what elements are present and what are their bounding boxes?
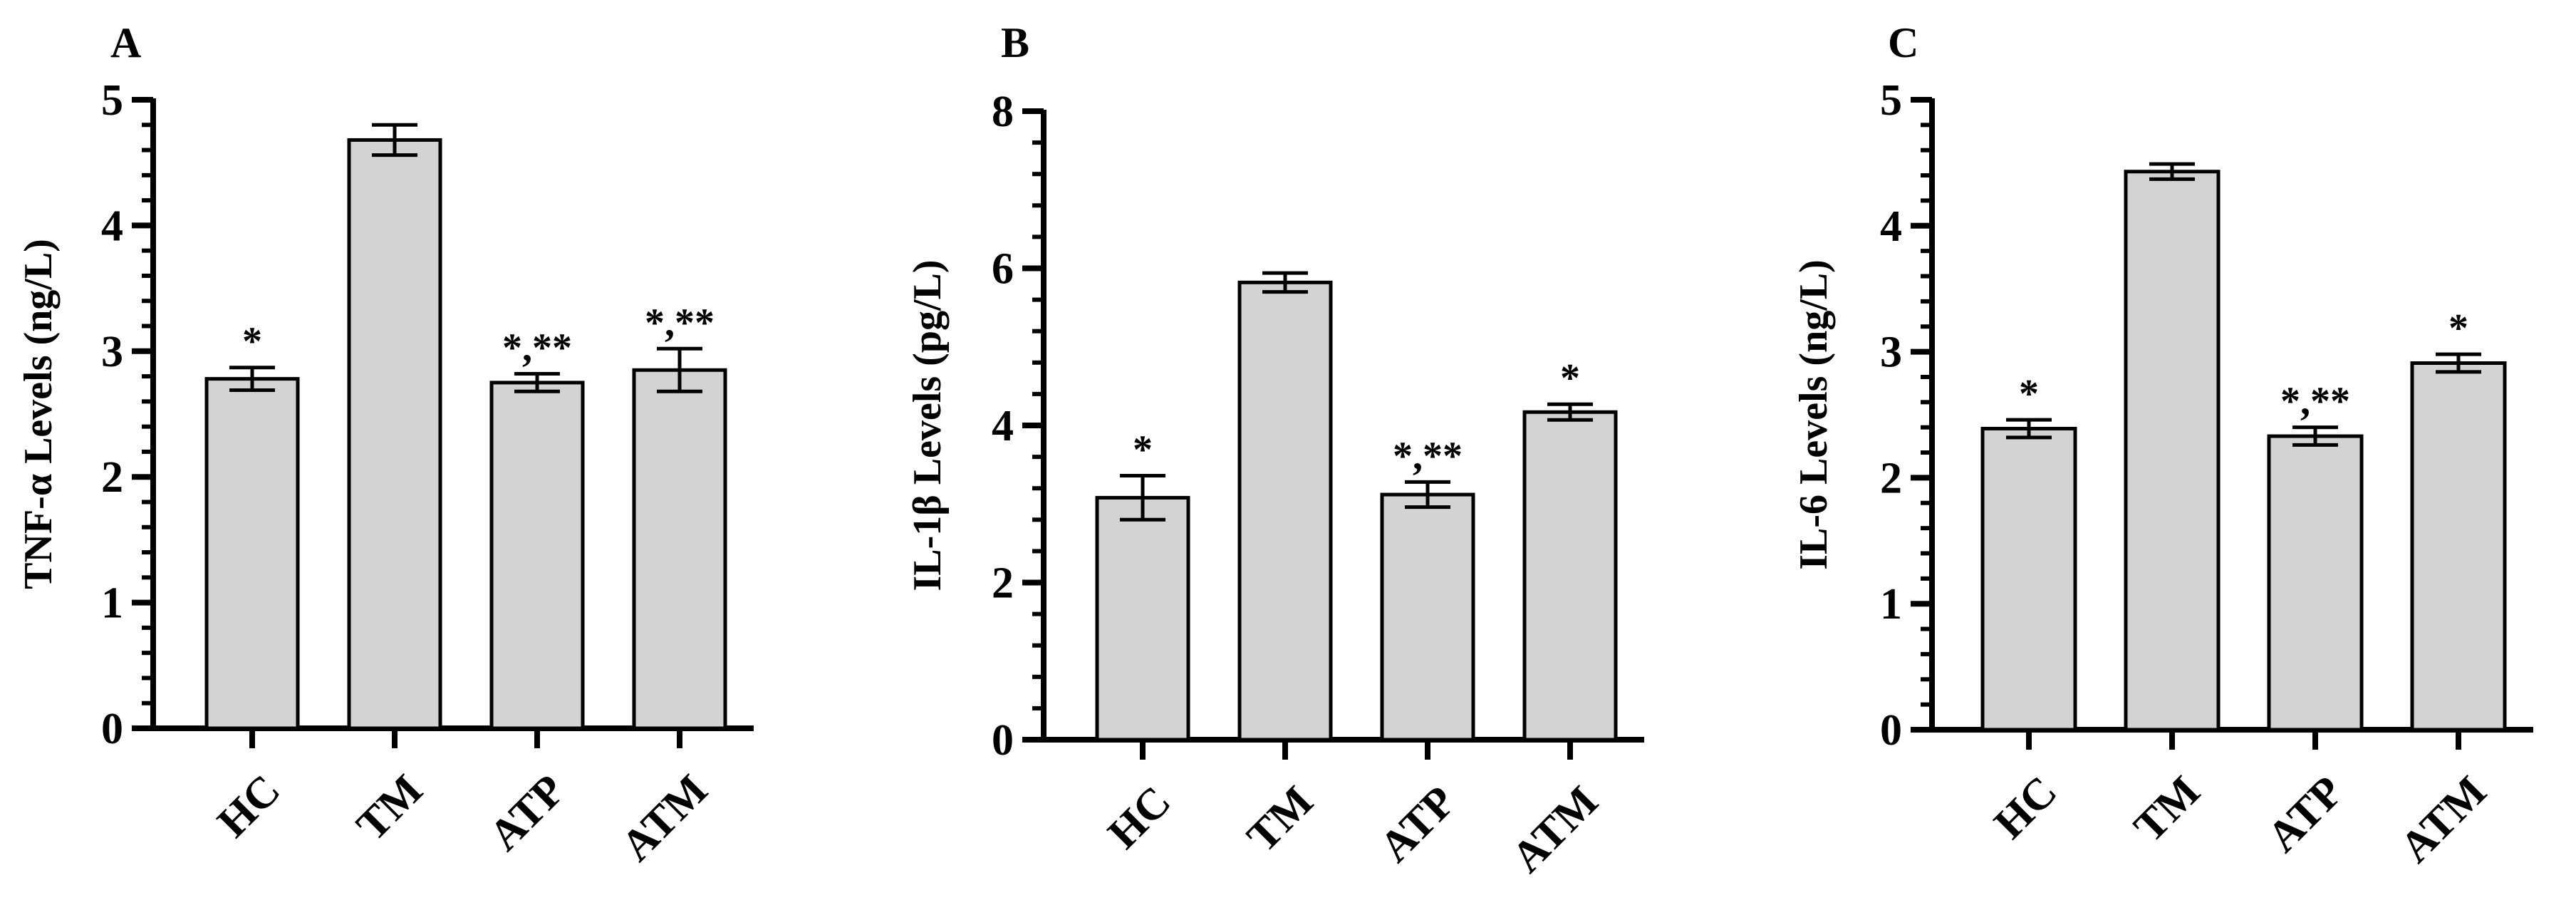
x-tick-label: ATP xyxy=(480,765,575,860)
bar xyxy=(1980,426,2077,732)
x-tick-label: TM xyxy=(1238,777,1323,862)
bar xyxy=(1095,495,1190,742)
y-axis-label: IL-1β Levels (pg/L) xyxy=(905,259,950,591)
y-tick-label: 2 xyxy=(992,559,1014,608)
panel-letter: A xyxy=(110,19,141,66)
significance-label: *,** xyxy=(2280,380,2350,424)
significance-label: *,** xyxy=(502,326,572,371)
panel-letter: C xyxy=(1888,19,1918,66)
x-tick-label: HC xyxy=(1985,767,2067,848)
bar xyxy=(1522,410,1618,742)
significance-label: * xyxy=(1560,356,1580,400)
bar xyxy=(2124,170,2221,732)
x-tick-label: ATM xyxy=(1502,777,1607,882)
y-axis-label: TNF-α Levels (ng/L) xyxy=(16,239,61,589)
y-tick-label: 5 xyxy=(101,76,123,125)
panel-letter: B xyxy=(1001,19,1029,66)
y-tick-label: 8 xyxy=(992,88,1014,136)
bar xyxy=(1380,492,1475,742)
significance-label: *,** xyxy=(1393,434,1463,478)
significance-label: * xyxy=(2448,306,2468,351)
x-tick-label: ATM xyxy=(612,765,717,870)
y-tick-label: 3 xyxy=(101,328,123,376)
x-tick-label: ATP xyxy=(1371,777,1465,872)
y-tick-label: 5 xyxy=(1880,76,1902,125)
significance-label: * xyxy=(1133,428,1153,472)
y-tick-label: 3 xyxy=(1880,329,1902,377)
y-tick-label: 6 xyxy=(992,245,1014,294)
x-tick-label: HC xyxy=(1099,777,1180,858)
bar xyxy=(204,377,300,730)
y-tick-label: 0 xyxy=(1880,706,1902,755)
significance-label: * xyxy=(2019,372,2039,416)
y-tick-label: 1 xyxy=(101,579,123,628)
y-tick-label: 1 xyxy=(1880,580,1902,629)
significance-label: *,** xyxy=(645,301,715,345)
bar xyxy=(1237,280,1333,742)
y-tick-label: 0 xyxy=(101,705,123,753)
bar xyxy=(632,368,727,730)
significance-label: * xyxy=(242,320,262,364)
bar xyxy=(347,138,442,730)
bar xyxy=(2267,434,2364,732)
bar xyxy=(2410,361,2507,732)
y-tick-label: 2 xyxy=(101,453,123,502)
x-tick-label: ATP xyxy=(2258,767,2353,862)
x-tick-label: HC xyxy=(209,765,290,847)
y-tick-label: 0 xyxy=(992,716,1014,765)
x-tick-label: TM xyxy=(2125,767,2210,852)
x-tick-label: ATM xyxy=(2391,767,2496,872)
x-tick-label: TM xyxy=(348,765,432,850)
bar xyxy=(489,381,585,730)
y-tick-label: 4 xyxy=(101,202,123,250)
y-tick-label: 2 xyxy=(1880,454,1902,502)
y-tick-label: 4 xyxy=(992,402,1014,450)
y-axis-label: IL-6 Levels (ng/L) xyxy=(1792,259,1836,570)
y-tick-label: 4 xyxy=(1880,202,1902,251)
